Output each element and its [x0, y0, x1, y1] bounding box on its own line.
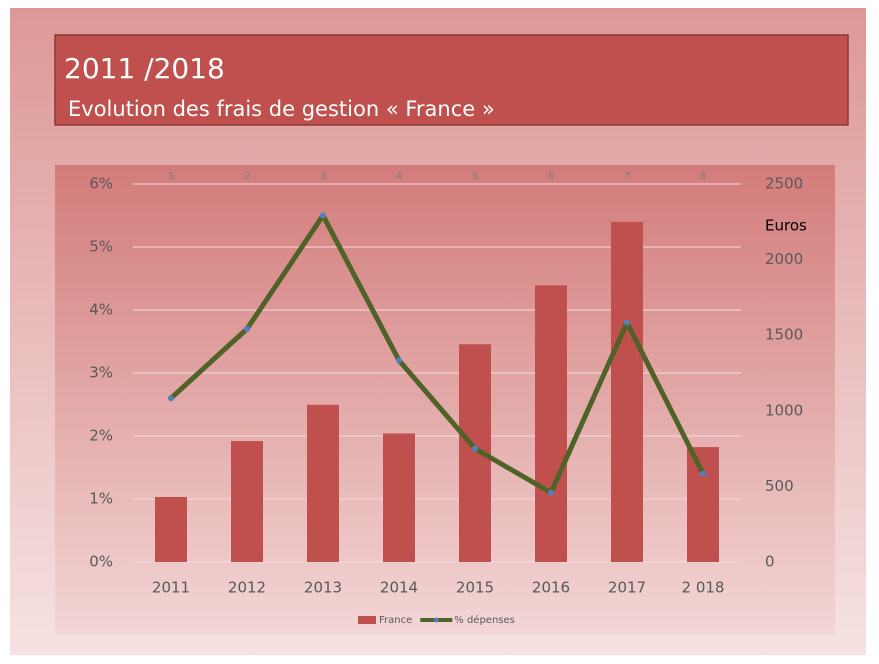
chart-title: 2011 /2018 — [64, 52, 225, 85]
y-tick-label: 6% — [89, 175, 113, 193]
legend-label: % dépenses — [454, 614, 515, 626]
y2-tick-label: 2500 — [765, 175, 803, 193]
x-tick-label: 2013 — [304, 579, 342, 597]
bar — [611, 221, 643, 563]
chart-subtitle: Evolution des frais de gestion « France … — [68, 97, 495, 121]
bar — [307, 404, 339, 562]
y-tick-label: 1% — [89, 490, 113, 508]
bar — [535, 285, 567, 562]
x-tick-label: 2 018 — [682, 579, 725, 597]
y-tick-label: 2% — [89, 427, 113, 445]
line-marker — [320, 212, 326, 219]
bar — [383, 433, 415, 562]
legend-marker — [433, 617, 439, 623]
y2-tick-label: 1000 — [765, 401, 803, 419]
line-marker — [168, 395, 174, 402]
y-tick-label: 3% — [89, 364, 113, 382]
top-tick-label: 8 — [700, 171, 706, 182]
top-tick-label: 6 — [548, 171, 554, 182]
y2-axis-label: Euros — [765, 217, 807, 235]
y-tick-label: 4% — [89, 301, 113, 319]
top-tick-label: 3 — [320, 171, 326, 182]
x-tick-label: 2016 — [532, 579, 570, 597]
y2-tick-label: 2000 — [765, 250, 803, 268]
x-tick-label: 2012 — [228, 579, 266, 597]
y2-tick-label: 500 — [765, 477, 794, 495]
top-tick-label: 7 — [624, 171, 630, 182]
x-tick-label: 2015 — [456, 579, 494, 597]
top-tick-label: 4 — [396, 171, 402, 182]
line-marker — [244, 325, 250, 332]
title-box — [54, 34, 849, 126]
y2-tick-label: 0 — [765, 553, 775, 571]
line-marker — [548, 489, 554, 496]
line-marker — [700, 470, 706, 477]
x-tick-label: 2014 — [380, 579, 418, 597]
y-tick-label: 5% — [89, 238, 113, 256]
y2-tick-label: 1500 — [765, 326, 803, 344]
line-marker — [396, 357, 402, 364]
y-tick-label: 0% — [89, 553, 113, 571]
bar — [687, 447, 719, 562]
line — [169, 213, 706, 496]
top-tick-label: 1 — [168, 171, 174, 182]
top-tick-label: 5 — [472, 171, 478, 182]
legend-swatch — [358, 616, 376, 624]
line-marker — [624, 319, 630, 326]
x-tick-label: 2011 — [152, 579, 190, 597]
legend-label: France — [379, 615, 412, 626]
line-marker — [472, 445, 478, 452]
top-tick-label: 2 — [244, 171, 250, 182]
bar — [231, 441, 263, 562]
bar — [155, 496, 187, 562]
x-tick-label: 2017 — [608, 579, 646, 597]
